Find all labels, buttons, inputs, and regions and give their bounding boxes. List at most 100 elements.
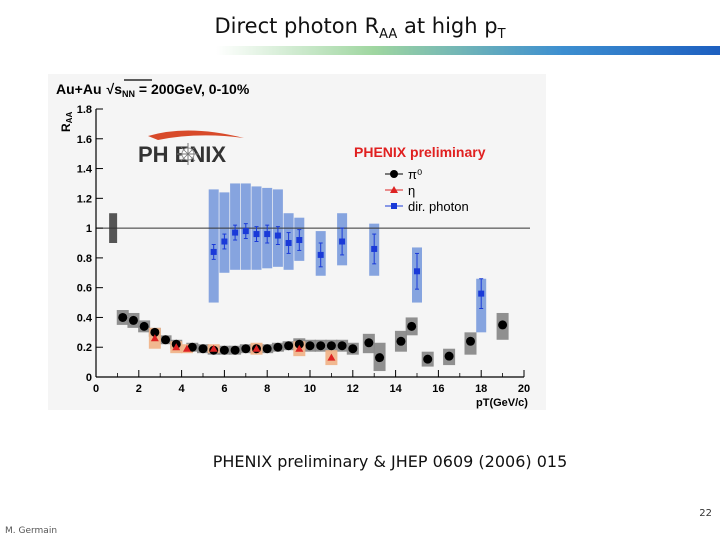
logo-star-icon xyxy=(177,143,199,165)
pi0-point xyxy=(128,315,138,325)
author-footer: M. Germain xyxy=(5,526,58,536)
logo-swoosh xyxy=(148,130,244,140)
x-tick-label: 8 xyxy=(264,383,270,395)
y-tick-label: 0 xyxy=(86,372,92,384)
dir-photon-point xyxy=(296,237,303,244)
eta-point xyxy=(252,344,261,352)
raa-chart: 0 2 4 6 8 10 12 14 16 18 20 0 0.2 0.4 0.6 0.8 1 1.2 1.4 1.6… xyxy=(56,79,530,409)
pi0-point xyxy=(161,335,171,345)
dir-photon-point xyxy=(478,290,485,297)
pi0-point xyxy=(219,345,229,355)
dir-photon-point xyxy=(232,229,239,236)
pi0-point xyxy=(230,345,240,355)
legend-label: η xyxy=(408,183,415,198)
eta-point xyxy=(172,343,181,351)
dir-photon-point xyxy=(274,232,281,239)
pi0-point xyxy=(139,321,149,331)
pi0-point xyxy=(187,342,197,352)
x-tick-label: 20 xyxy=(518,383,530,395)
axis-ticks: 0 2 4 6 8 10 12 14 16 18 20 0 0.2 0.4 0.6 0.8 1 1.2 1.4 1.6… xyxy=(77,104,530,395)
dir-photon-point xyxy=(414,268,420,275)
dir-photon-point xyxy=(210,248,217,255)
phenix-preliminary-label: PHENIX preliminary xyxy=(354,144,486,160)
pi0-point xyxy=(364,338,374,348)
x-tick-label: 12 xyxy=(347,383,359,395)
pi0-point xyxy=(326,341,336,351)
header-sub-nn: NN xyxy=(122,89,135,99)
y-tick-label: 1 xyxy=(86,223,92,235)
phenix-logo: PH ENIX xyxy=(138,130,244,167)
pi0-point xyxy=(316,341,326,351)
x-tick-label: 18 xyxy=(475,383,487,395)
dir-photon-point xyxy=(221,238,228,245)
dir-photon-point xyxy=(317,251,324,258)
header-system: Au+Au xyxy=(56,81,102,97)
pi0-point xyxy=(262,344,272,354)
dir-photon-point xyxy=(371,245,378,252)
eta-point xyxy=(209,344,218,352)
y-tick-label: 0.2 xyxy=(77,342,92,354)
page-number: 22 xyxy=(699,508,712,519)
eta-point xyxy=(295,344,304,352)
pi0-point xyxy=(396,336,406,346)
slide-title: Direct photon RAA at high pT xyxy=(0,14,720,42)
y-axis-label: RAA xyxy=(59,112,74,132)
pi0-point xyxy=(284,341,294,351)
pi0-point xyxy=(241,344,251,354)
header-energy-centrality: = 200GeV, 0-10% xyxy=(135,81,250,97)
pi0-point xyxy=(273,342,283,352)
citation: PHENIX preliminary & JHEP 0609 (2006) 01… xyxy=(212,452,568,471)
x-tick-label: 0 xyxy=(93,383,99,395)
pi0-point xyxy=(423,354,433,364)
x-tick-label: 16 xyxy=(432,383,444,395)
data-points xyxy=(118,223,508,364)
legend-marker-triangle xyxy=(390,186,398,193)
pi0-point xyxy=(348,344,358,354)
title-subscript-t: T xyxy=(497,27,506,43)
y-tick-label: 1.2 xyxy=(77,193,92,205)
y-tick-label: 0.8 xyxy=(77,253,92,265)
y-tick-label: 1.8 xyxy=(77,104,92,116)
pi0-point xyxy=(466,336,475,346)
pi0-point xyxy=(294,339,304,349)
pi0-point xyxy=(118,312,128,322)
y-tick-label: 0.4 xyxy=(77,312,93,324)
legend-label: dir. photon xyxy=(408,199,469,214)
x-tick-label: 14 xyxy=(389,383,402,395)
y-tick-label: 1.6 xyxy=(77,134,92,146)
pi0-point xyxy=(198,344,208,354)
ylabel-r: R xyxy=(59,123,73,132)
eta-point xyxy=(150,334,159,342)
eta-point xyxy=(182,344,191,352)
dir-photon-point xyxy=(264,231,271,238)
y-tick-label: 1.4 xyxy=(77,164,93,176)
x-tick-label: 4 xyxy=(179,383,186,395)
ylabel-sub-aa: AA xyxy=(65,112,74,124)
title-underline-bar xyxy=(0,46,720,55)
svg-text:RAA: RAA xyxy=(59,112,74,132)
x-axis-label: pT(GeV/c) xyxy=(476,397,528,409)
dir-photon-point xyxy=(285,240,292,246)
title-middle: at high p xyxy=(397,14,498,38)
pi0-point xyxy=(150,327,160,337)
systematic-box xyxy=(219,192,230,273)
collision-header: Au+Au √sNN = 200GeV, 0-10% xyxy=(56,81,250,99)
header-sqrt-sign: √ xyxy=(107,81,115,97)
pi0-point xyxy=(498,320,508,330)
x-tick-label: 10 xyxy=(304,383,316,395)
pi0-point xyxy=(407,321,417,331)
legend-marker-circle xyxy=(390,170,398,178)
dir-photon-point xyxy=(242,228,249,235)
eta-point xyxy=(327,353,336,361)
legend-marker-square xyxy=(391,203,397,209)
title-subscript-aa: AA xyxy=(379,27,398,43)
pi0-point xyxy=(337,341,347,351)
legend-label: π⁰ xyxy=(408,167,422,182)
dir-photon-point xyxy=(253,231,260,238)
header-sqrt-s: s xyxy=(114,81,122,97)
x-tick-label: 2 xyxy=(136,383,142,395)
pi0-point xyxy=(444,351,454,361)
pi0-point xyxy=(305,341,315,351)
title-main: Direct photon R xyxy=(214,14,380,38)
